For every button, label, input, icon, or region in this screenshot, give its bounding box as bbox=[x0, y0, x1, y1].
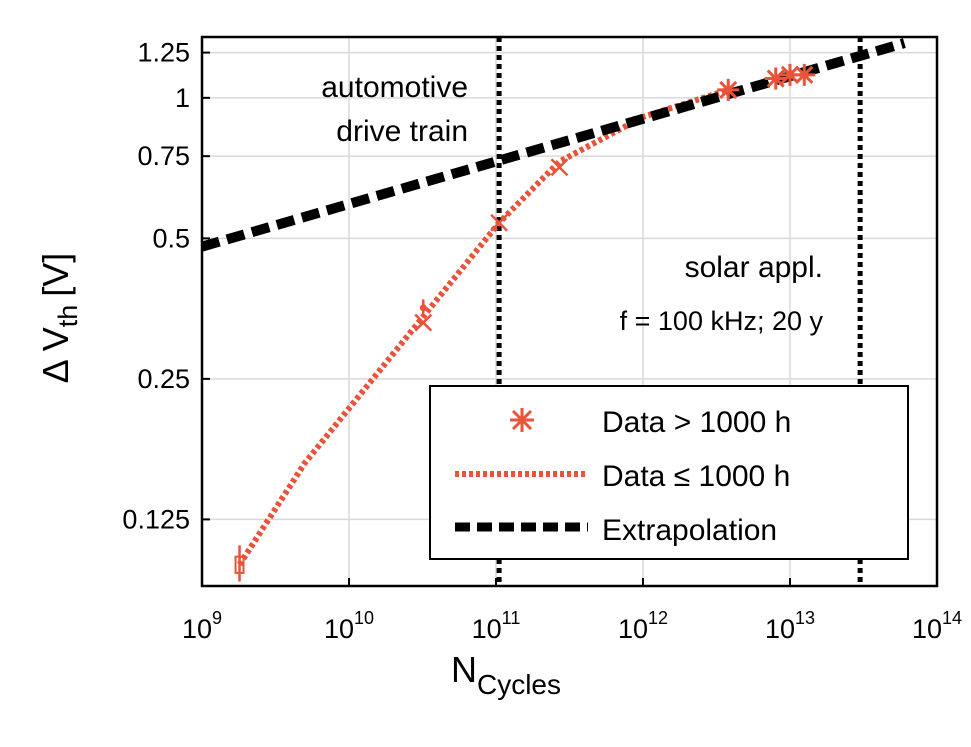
legend-label-data-below: Data ≤ 1000 h bbox=[602, 460, 790, 493]
x-axis-label-sub: Cycles bbox=[477, 669, 561, 700]
x-tick-label: 1014 bbox=[912, 608, 962, 644]
legend-box bbox=[429, 385, 909, 560]
annotation-solar-line1: solar appl. bbox=[685, 251, 823, 284]
error-box bbox=[234, 555, 245, 574]
vertical-reference-lines bbox=[496, 37, 863, 586]
asterisk-marker bbox=[793, 63, 816, 86]
y-tick-label: 1 bbox=[175, 83, 190, 113]
annotation-automotive-line2: drive train bbox=[336, 115, 468, 148]
x-marker bbox=[414, 313, 433, 332]
series-layer bbox=[202, 38, 906, 582]
y-axis-label: Δ Vth [V] bbox=[35, 253, 83, 384]
y-axis-label-sub: th bbox=[53, 305, 83, 328]
y-tick-label: 0.125 bbox=[122, 504, 190, 534]
asterisk-marker bbox=[779, 63, 801, 86]
y-tick-label: 1.25 bbox=[137, 38, 190, 68]
legend-marker-asterisk bbox=[510, 408, 534, 432]
legend-label-extrapolation: Extrapolation bbox=[602, 514, 777, 547]
asterisk-marker bbox=[717, 78, 740, 101]
x-axis-label: NCycles bbox=[451, 649, 561, 700]
asterisk-marker bbox=[764, 67, 787, 90]
svg-text:Δ Vth[V]: Δ Vth [V] bbox=[35, 253, 83, 384]
x-tick-label: 1013 bbox=[765, 608, 815, 644]
y-axis-label-unit: [V] bbox=[35, 253, 76, 297]
x-marker bbox=[550, 158, 569, 177]
tick-labels: 109 1010 1011 1012 1013 1014 0.125 0.25 0.5 0.75 1… bbox=[122, 38, 962, 644]
annotation-solar-line2: f = 100 kHz; 20 y bbox=[620, 306, 824, 336]
y-tick-label: 0.25 bbox=[137, 364, 190, 394]
x-tick-label: 1010 bbox=[324, 608, 374, 644]
x-marker bbox=[490, 213, 508, 232]
x-tick-label: 109 bbox=[182, 608, 222, 644]
x-tick-label: 1012 bbox=[618, 608, 668, 644]
legend-label-data-above: Data > 1000 h bbox=[602, 406, 791, 439]
annotation-automotive-line1: automotive bbox=[321, 71, 468, 104]
legend: Data > 1000 h Data ≤ 1000 h Extrapolatio… bbox=[429, 385, 909, 560]
y-tick-label: 0.75 bbox=[137, 141, 190, 171]
plot-frame bbox=[200, 35, 939, 588]
y-axis-label-main: Δ V bbox=[35, 327, 76, 383]
x-axis-label-main: N bbox=[451, 649, 477, 690]
x-tick-label: 1011 bbox=[472, 608, 521, 644]
y-tick-label: 0.5 bbox=[152, 223, 190, 253]
error-dot bbox=[419, 304, 427, 312]
